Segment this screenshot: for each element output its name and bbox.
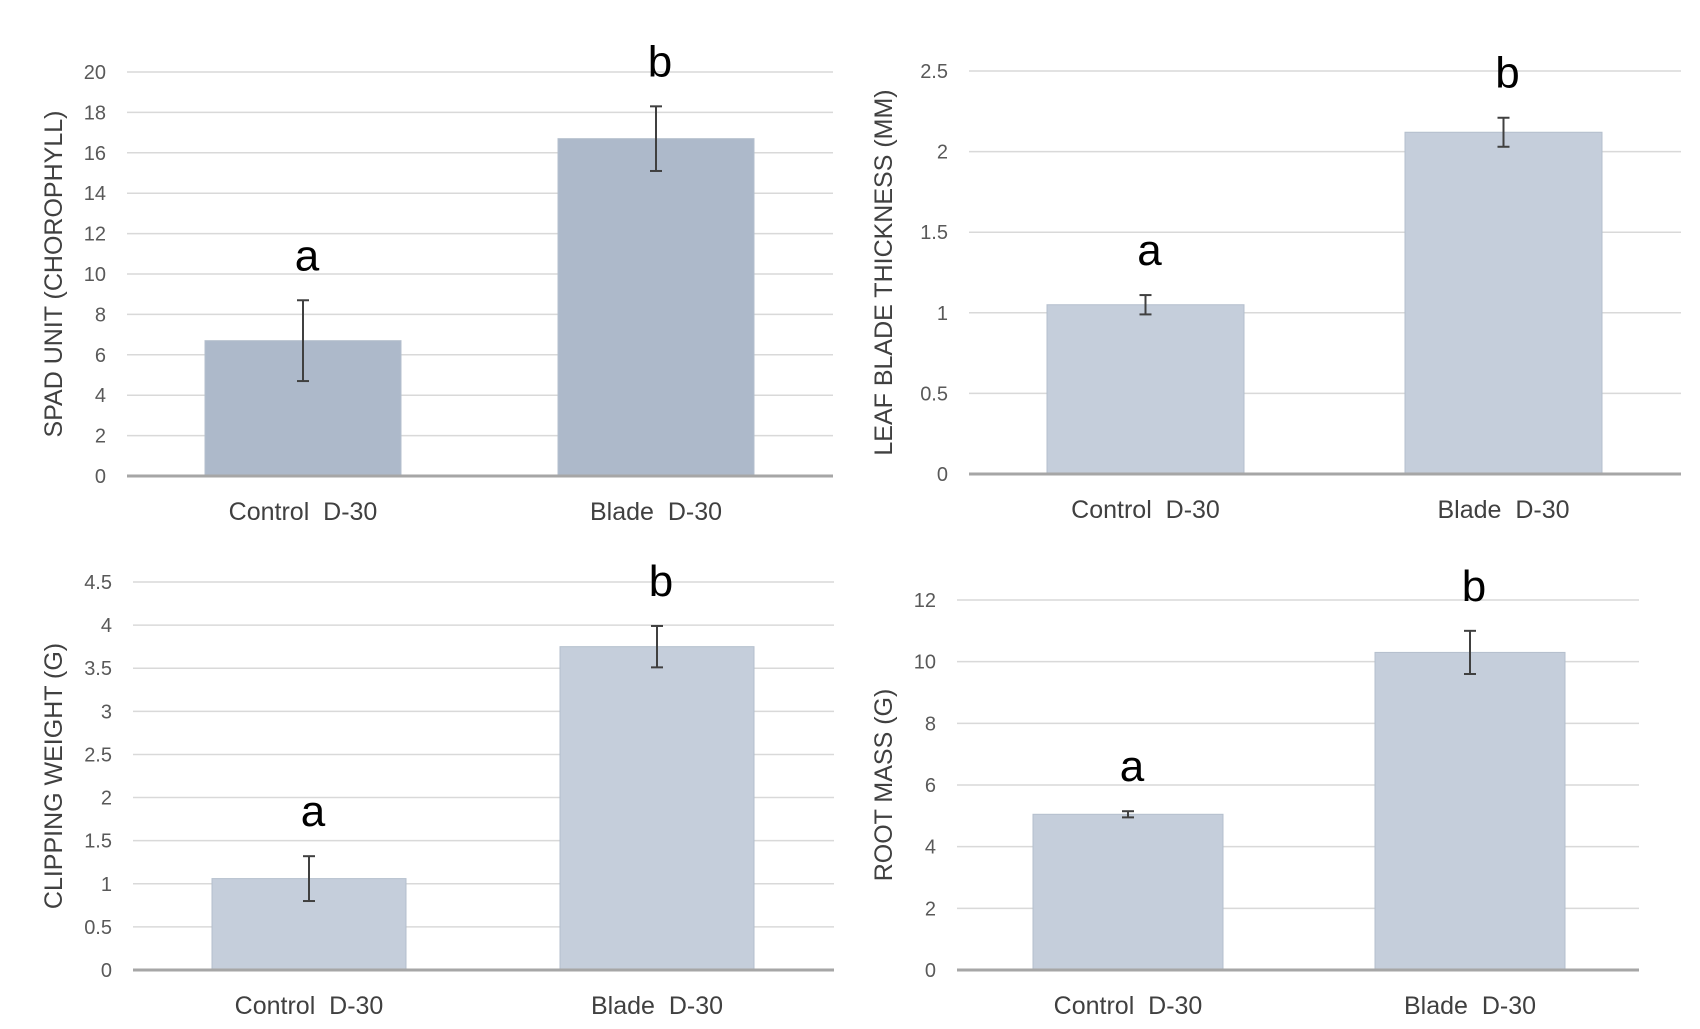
y-tick-label: 4.5: [84, 572, 112, 594]
y-tick-label: 1: [101, 874, 112, 896]
y-tick-label: 0: [937, 464, 948, 486]
x-category-label: Control D-30: [1054, 992, 1203, 1020]
y-axis-title: SPAD UNIT (CHOROPHYLL): [40, 111, 68, 438]
bar: [1374, 651, 1566, 971]
y-axis-title: LEAF BLADE THICKNESS (MM): [870, 89, 898, 455]
y-tick-label: 1: [937, 303, 948, 325]
significance-letter: b: [649, 557, 673, 606]
x-category-label: Control D-30: [1071, 496, 1220, 520]
significance-letter: b: [648, 37, 672, 86]
y-tick-label: 0: [95, 466, 106, 488]
x-category-label: Blade D-30: [1437, 496, 1569, 520]
y-tick-label: 8: [95, 304, 106, 326]
y-tick-label: 10: [84, 264, 106, 286]
x-category-label: Control D-30: [229, 498, 378, 520]
chart-svg-spad: 0 2 4 6 8 10 12 14 16 18 20 a b Control D-30 Blade D-3…: [40, 37, 833, 520]
y-axis-title: CLIPPING WEIGHT (G): [40, 643, 68, 909]
y-tick-label: 0: [925, 960, 936, 982]
y-tick-label: 8: [925, 713, 936, 735]
y-tick-label: 2: [937, 142, 948, 164]
x-category-label: Blade D-30: [1404, 992, 1536, 1020]
y-tick-label: 3.5: [84, 658, 112, 680]
y-tick-label: 4: [925, 837, 936, 859]
chart-panel-leaf-thickness: 0 0.5 1 1.5 2 2.5 a b Control D-30 Blade D-30 LEAF…: [850, 0, 1700, 520]
y-tick-label: 10: [914, 652, 936, 674]
y-tick-label: 12: [914, 590, 936, 612]
y-tick-label: 16: [84, 143, 106, 165]
chart-svg-root-mass: 0 2 4 6 8 10 12 a b Control D-30 Blade D-30 ROOT MA…: [870, 562, 1639, 1020]
y-tick-label: 3: [101, 701, 112, 723]
y-tick-label: 1.5: [84, 831, 112, 853]
y-tick-label: 20: [84, 62, 106, 84]
y-tick-label: 0.5: [920, 383, 948, 405]
y-tick-label: 4: [101, 615, 112, 637]
significance-letter: b: [1462, 562, 1486, 611]
y-tick-label: 18: [84, 102, 106, 124]
y-tick-label: 2: [101, 788, 112, 810]
y-axis-title: ROOT MASS (G): [870, 689, 898, 882]
significance-letter: a: [301, 787, 326, 836]
y-tick-label: 2: [925, 898, 936, 920]
bar: [557, 138, 755, 477]
chart-panel-spad: 0 2 4 6 8 10 12 14 16 18 20 a b Control D-30 Blade D-3…: [0, 0, 850, 520]
chart-panel-clipping-weight: 0 0.5 1 1.5 2 2.5 3 3.5 4 4.5 a b Control D-30 Blade …: [0, 520, 850, 1029]
significance-letter: a: [1137, 226, 1162, 275]
x-category-label: Blade D-30: [591, 992, 723, 1020]
y-tick-label: 2: [95, 426, 106, 448]
x-category-label: Blade D-30: [590, 498, 722, 520]
chart-panel-root-mass: 0 2 4 6 8 10 12 a b Control D-30 Blade D-30 ROOT MA…: [850, 520, 1700, 1029]
y-tick-label: 6: [925, 775, 936, 797]
bar: [1046, 304, 1245, 475]
y-tick-label: 2.5: [920, 61, 948, 83]
y-tick-label: 12: [84, 224, 106, 246]
chart-svg-leaf-thickness: 0 0.5 1 1.5 2 2.5 a b Control D-30 Blade D-30 LEAF…: [870, 49, 1681, 520]
significance-letter: a: [295, 231, 320, 280]
y-tick-label: 0: [101, 960, 112, 982]
y-tick-label: 2.5: [84, 744, 112, 766]
y-tick-label: 4: [95, 385, 106, 407]
y-tick-label: 1.5: [920, 222, 948, 244]
chart-svg-clipping-weight: 0 0.5 1 1.5 2 2.5 3 3.5 4 4.5 a b Control D-30 Blade …: [40, 557, 834, 1020]
y-tick-label: 14: [84, 183, 106, 205]
significance-letter: b: [1495, 49, 1519, 98]
significance-letter: a: [1120, 742, 1145, 791]
y-tick-label: 0.5: [84, 917, 112, 939]
bar: [559, 646, 755, 971]
bar: [1032, 813, 1224, 971]
x-category-label: Control D-30: [235, 992, 384, 1020]
y-tick-label: 6: [95, 345, 106, 367]
bar: [1404, 131, 1603, 475]
